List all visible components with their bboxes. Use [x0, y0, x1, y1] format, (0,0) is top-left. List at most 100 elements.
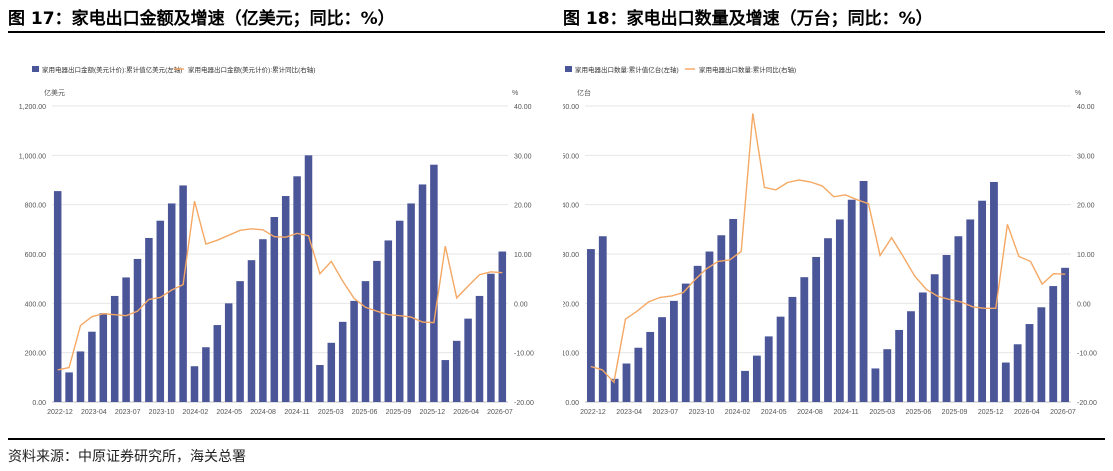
chart2-bar [930, 274, 939, 402]
chart1-bar [202, 347, 210, 402]
chart2-bar [1037, 307, 1046, 402]
chart1-right-tick-label: 20.00 [514, 203, 532, 210]
chart1-bar [122, 277, 130, 402]
chart1-bar [281, 196, 290, 402]
chart2-bar [681, 283, 690, 402]
chart1-right-tick-label: 40.00 [514, 104, 532, 111]
chart2-left-tick-label: 50.00 [563, 153, 579, 160]
chart1-x-tick-label: 2023-04 [81, 409, 107, 416]
chart2-bar [942, 254, 951, 402]
chart1-left-tick-label: 200.00 [25, 351, 47, 358]
chart2-x-tick-label: 2024-08 [797, 409, 823, 416]
chart1-x-tick-label: 2024-11 [284, 409, 309, 416]
chart1-bar [156, 220, 165, 402]
chart2-right-tick-label: 20.00 [1077, 203, 1095, 210]
chart1-right-tick-label: -20.00 [514, 400, 534, 407]
chart2-bar [895, 329, 904, 402]
source-note: 资料来源：中原证券研究所，海关总署 [8, 449, 246, 465]
chart2-right-tick-label: -10.00 [1077, 351, 1097, 358]
chart2-bar [717, 235, 726, 402]
chart1-bar [407, 203, 415, 402]
chart1-x-tick-label: 2026-04 [453, 409, 479, 416]
chart2-bar [598, 236, 607, 402]
chart2-right-unit: % [1075, 90, 1081, 97]
chart1-bar [259, 239, 267, 402]
chart2-x-tick-label: 2025-06 [906, 409, 932, 416]
chart1-bar [224, 303, 233, 402]
chart2-right-tick-label: 10.00 [1077, 252, 1095, 259]
chart1-right-tick-label: 30.00 [514, 153, 532, 160]
chart-export-quantity: 0.00 10.00 20.00 30.00 40.00 50.00 60.00 -20.00… [563, 36, 1105, 432]
chart1-right-tick-label: 0.00 [514, 301, 528, 308]
chart1-legend-line-label: 家用电器出口金额(美元计价):累计同比(右轴) [188, 65, 315, 74]
chart1-x-tick-label: 2022-12 [47, 409, 73, 416]
chart1-bar [65, 372, 73, 402]
chart2-bar [634, 347, 643, 402]
chart2-bar [812, 256, 821, 402]
chart2-bar [1001, 362, 1010, 402]
chart2-bar [788, 296, 797, 402]
chart1-bar [475, 295, 484, 402]
chart2-left-tick-label: 30.00 [563, 252, 579, 259]
chart2-bar [835, 219, 844, 402]
chart2-bar [824, 238, 832, 402]
chart2-bar [1025, 324, 1034, 402]
chart1-left-tick-label: 1,200.00 [19, 104, 46, 111]
chart1-left-unit: 亿美元 [44, 88, 65, 97]
chart2-bar [741, 370, 749, 402]
chart1-left-tick-label: 1,000.00 [19, 153, 46, 160]
chart2-bar [764, 336, 773, 402]
chart2-bar [907, 311, 915, 402]
chart1-bar [327, 342, 336, 402]
chart2-x-tick-label: 2024-11 [833, 409, 858, 416]
chart1-bar [452, 340, 461, 402]
figure-17-title: 图 17：家电出口金额及增速（亿美元；同比：%） [8, 9, 395, 29]
chart1-left-tick-label: 600.00 [25, 252, 47, 259]
chart-export-value: 0.00 200.00 400.00 600.00 800.00 1,000.00 1,20… [8, 36, 553, 432]
chart2-left-tick-label: 40.00 [563, 203, 579, 210]
chart1-bar [487, 273, 495, 402]
chart1-bar [88, 331, 96, 402]
chart2-x-tick-label: 2023-10 [689, 409, 715, 416]
chart1-bar [133, 258, 142, 402]
chart1-right-tick-label: 10.00 [514, 252, 532, 259]
chart1-bar [373, 260, 381, 402]
chart2-bar [847, 199, 856, 402]
chart1-bar [418, 184, 427, 402]
chart2-bar [871, 368, 880, 402]
chart1-bar [384, 240, 393, 402]
chart1-x-tick-label: 2025-03 [318, 409, 344, 416]
chart1-x-tick-label: 2024-08 [250, 409, 276, 416]
chart-export-value-svg: 0.00 200.00 400.00 600.00 800.00 1,000.00 1,20… [19, 65, 534, 416]
chart1-right-unit: % [512, 90, 518, 97]
chart2-bar [693, 265, 702, 402]
chart1-bar [145, 237, 153, 402]
chart1-x-tick-label: 2025-06 [352, 409, 378, 416]
chart1-legend-bar-label: 家用电器出口金额(美元计价):累计值亿美元(左轴) [42, 65, 182, 74]
chart1-x-tick-label: 2023-10 [149, 409, 175, 416]
chart2-bar [610, 378, 619, 402]
chart2-bar [658, 317, 666, 402]
chart2-bar [918, 292, 927, 402]
chart1-bar [395, 220, 404, 402]
chart1-bar [350, 300, 358, 402]
chart1-x-tick-label: 2024-05 [216, 409, 242, 416]
chart2-bar [1061, 267, 1069, 402]
chart1-bar [430, 164, 438, 402]
chart2-bar [1013, 344, 1022, 402]
chart2-legend-bar-swatch [565, 66, 572, 72]
chart1-bar [304, 155, 313, 402]
chart1-x-tick-label: 2023-07 [115, 409, 141, 416]
bottom-rule [8, 438, 1105, 440]
chart2-bar [978, 200, 987, 402]
chart2-x-tick-label: 2026-04 [1014, 409, 1040, 416]
chart1-x-tick-label: 2025-09 [386, 409, 412, 416]
chart1-bar [338, 321, 347, 402]
chart2-bar [587, 249, 595, 402]
chart2-bar [622, 363, 631, 402]
chart2-bar [954, 236, 963, 402]
chart1-bar [247, 260, 256, 402]
chart1-bar [441, 360, 450, 402]
chart1-bar [110, 295, 119, 402]
chart2-left-tick-label: 10.00 [563, 351, 579, 358]
